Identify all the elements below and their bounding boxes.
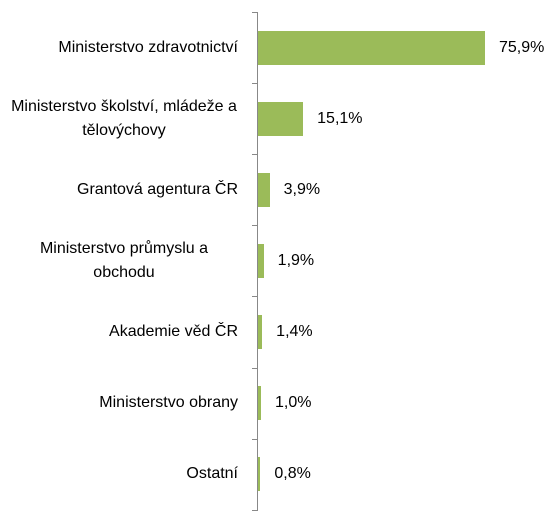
category-label: Grantová agentura ČR — [77, 180, 238, 198]
value-label: 75,9% — [499, 38, 545, 56]
bar — [258, 386, 261, 421]
category-label: Ostatní — [186, 465, 238, 483]
category-label-box: Ministerstvo průmyslu a obchodu — [6, 237, 238, 285]
value-label: 15,1% — [317, 109, 363, 127]
axis-tick — [252, 438, 258, 440]
bar — [258, 243, 264, 278]
category-label: Ministerstvo školství, mládeže a tělovýc… — [11, 97, 237, 139]
bar — [258, 30, 485, 65]
value-label: 1,9% — [277, 251, 315, 269]
category-label-box: Ministerstvo školství, mládeže a tělovýc… — [6, 95, 238, 143]
category-label: Ministerstvo obrany — [99, 394, 238, 412]
category-label: Akademie věd ČR — [109, 322, 238, 340]
category-label: Ministerstvo zdravotnictví — [58, 38, 238, 56]
category-label-box: Akademie věd ČR — [6, 320, 238, 344]
category-label-box: Grantová agentura ČR — [6, 178, 238, 202]
axis-tick — [252, 225, 258, 227]
category-label-box: Ostatní — [6, 462, 238, 486]
axis-tick — [252, 367, 258, 369]
category-label: Ministerstvo průmyslu a obchodu — [39, 239, 209, 281]
bar — [258, 314, 263, 349]
axis-tick — [252, 12, 258, 13]
bar — [258, 172, 270, 207]
bar — [258, 457, 261, 492]
value-label: 1,4% — [276, 322, 313, 340]
axis-line — [257, 12, 258, 510]
axis-tick — [252, 509, 258, 511]
axis-tick — [252, 296, 258, 298]
value-label: 1,0% — [274, 394, 312, 412]
category-label-box: Ministerstvo zdravotnictví — [6, 36, 238, 60]
value-label: 0,8% — [274, 465, 311, 483]
axis-tick — [252, 83, 258, 85]
axis-tick — [252, 154, 258, 156]
value-label: 3,9% — [283, 180, 321, 198]
category-label-box: Ministerstvo obrany — [6, 391, 238, 415]
bar — [258, 101, 304, 136]
